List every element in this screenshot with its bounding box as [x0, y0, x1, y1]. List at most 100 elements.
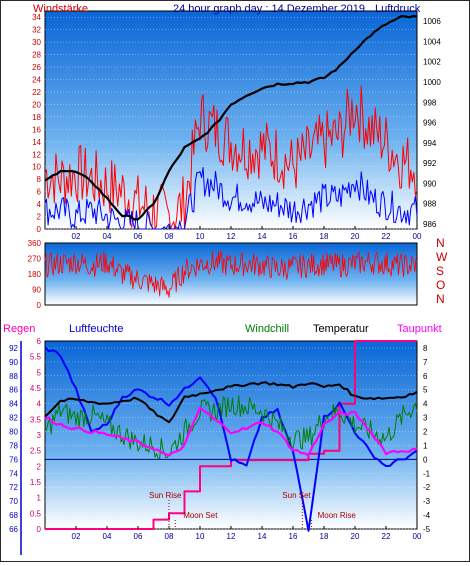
wind-tick-label: 24: [32, 76, 41, 85]
direction-tick-label: 180: [28, 270, 42, 279]
temp-tick-label: -2: [423, 483, 431, 492]
humidity-x-tick-label: 06: [134, 532, 143, 541]
temperatur-label: Temperatur: [313, 323, 369, 335]
direction-panel-bg: [44, 242, 418, 306]
temp-tick-label: -1: [423, 469, 431, 478]
taupunkt-label: Taupunkt: [397, 323, 442, 335]
rain-tick-label: 0: [37, 525, 42, 534]
wind-tick-label: 26: [32, 63, 41, 72]
pressure-tick-label: 988: [423, 200, 437, 209]
humidity-panel-bg: [44, 340, 418, 530]
wind-x-tick-label: 12: [227, 232, 236, 241]
temp-tick-label: -5: [423, 525, 431, 534]
rain-tick-label: 1.5: [30, 478, 42, 487]
wind-mean-series: [44, 167, 418, 230]
humidity-x-tick-label: 20: [351, 532, 360, 541]
humidity-tick-label: 72: [9, 483, 18, 492]
wind-tick-label: 28: [32, 51, 41, 60]
wind-tick-label: 2: [37, 213, 42, 222]
pressure-tick-label: 996: [423, 119, 437, 128]
direction-tick-label: 0: [37, 301, 42, 310]
humidity-tick-label: 78: [9, 441, 18, 450]
wind-tick-label: 10: [32, 163, 41, 172]
wind-x-tick-label: 08: [165, 232, 174, 241]
event-label: Moon Set: [183, 511, 218, 520]
regen-label: Regen: [3, 323, 35, 335]
wind-tick-label: 16: [32, 125, 41, 134]
humidity-tick-label: 92: [9, 344, 18, 353]
wind-tick-label: 34: [32, 13, 41, 22]
pressure-tick-label: 986: [423, 220, 437, 229]
rain-series: [45, 340, 417, 530]
rain-tick-label: 5: [37, 368, 42, 377]
rain-tick-label: 2.5: [30, 447, 42, 456]
humidity-tick-label: 68: [9, 511, 18, 520]
wind-x-tick-label: 04: [103, 232, 112, 241]
direction-tick-label: 360: [28, 239, 42, 248]
pressure-series: [44, 15, 418, 221]
humidity-tick-label: 82: [9, 414, 18, 423]
compass-letter: W: [436, 250, 448, 264]
temp-tick-label: -3: [423, 497, 431, 506]
wind-tick-label: 30: [32, 38, 41, 47]
humidity-tick-label: 70: [9, 497, 18, 506]
rain-tick-label: 5.5: [30, 353, 42, 362]
humidity-tick-label: 86: [9, 386, 18, 395]
temp-tick-label: 5: [423, 386, 428, 395]
humidity-x-tick-label: 02: [72, 532, 81, 541]
humidity-x-tick-label: 10: [196, 532, 205, 541]
temp-tick-label: 4: [423, 400, 428, 409]
wind-x-tick-label: 00: [413, 232, 422, 241]
temp-tick-label: 2: [423, 428, 428, 437]
wind-tick-label: 22: [32, 88, 41, 97]
humidity-x-tick-label: 14: [258, 532, 267, 541]
temp-tick-label: 7: [423, 358, 428, 367]
wind-x-tick-label: 06: [134, 232, 143, 241]
wind-direction-series: [44, 250, 418, 298]
pressure-tick-label: 990: [423, 179, 437, 188]
humidity-tick-label: 90: [9, 358, 18, 367]
direction-tick-label: 90: [32, 286, 41, 295]
luftdruck-label: Luftdruck: [375, 3, 421, 15]
wind-tick-label: 4: [37, 200, 42, 209]
humidity-x-tick-label: 00: [413, 532, 422, 541]
wind-x-tick-label: 22: [382, 232, 391, 241]
wind-tick-label: 12: [32, 150, 41, 159]
temp-tick-label: 1: [423, 441, 428, 450]
temp-tick-label: -4: [423, 511, 431, 520]
pressure-tick-label: 1002: [423, 58, 441, 67]
pressure-tick-label: 1000: [423, 78, 441, 87]
wind-x-tick-label: 20: [351, 232, 360, 241]
event-label: Moon Rise: [318, 511, 357, 520]
wind-gust-series: [44, 85, 418, 230]
humidity-x-tick-label: 16: [289, 532, 298, 541]
wind-x-tick-label: 14: [258, 232, 267, 241]
rain-tick-label: 0.5: [30, 509, 42, 518]
pressure-tick-label: 994: [423, 139, 437, 148]
windchill-series: [44, 395, 418, 460]
rain-tick-label: 1: [37, 494, 42, 503]
compass-letter: N: [436, 292, 445, 306]
wind-tick-label: 18: [32, 113, 41, 122]
temp-tick-label: 6: [423, 372, 428, 381]
wind-tick-label: 32: [32, 26, 41, 35]
humidity-tick-label: 76: [9, 455, 18, 464]
rain-tick-label: 6: [37, 337, 42, 346]
rain-tick-label: 3.5: [30, 415, 42, 424]
windchill-label: Windchill: [245, 323, 289, 335]
wind-x-tick-label: 02: [72, 232, 81, 241]
event-label: Sun Set: [282, 491, 311, 500]
pressure-tick-label: 992: [423, 159, 437, 168]
wind-tick-label: 14: [32, 138, 41, 147]
humidity-tick-label: 88: [9, 372, 18, 381]
humidity-tick-label: 80: [9, 428, 18, 437]
humidity-tick-label: 74: [9, 469, 18, 478]
direction-tick-label: 270: [28, 255, 42, 264]
rain-tick-label: 2: [37, 462, 42, 471]
wind-tick-label: 6: [37, 188, 42, 197]
temperature-series: [44, 381, 418, 424]
compass-letter: S: [436, 264, 444, 278]
rain-tick-label: 4.5: [30, 384, 42, 393]
chart-title: 24 hour graph day : 14 Dezember 2019: [173, 3, 365, 15]
